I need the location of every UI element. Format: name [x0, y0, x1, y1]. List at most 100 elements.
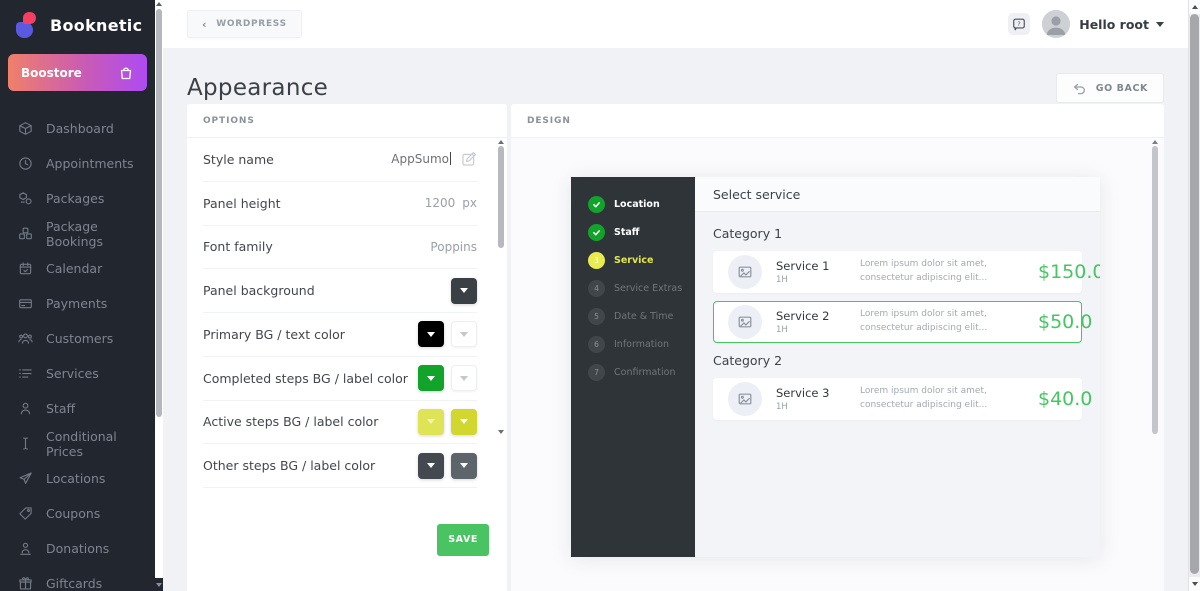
font-family-value[interactable]: Poppins — [430, 239, 477, 254]
sidebar-item-package-bookings[interactable]: Package Bookings — [0, 216, 155, 251]
step-indicator: 4 — [588, 279, 605, 297]
booking-step-service[interactable]: 3 Service — [571, 246, 695, 274]
service-card-service-1[interactable]: Service 1 1H Lorem ipsum dolor sit amet, c… — [713, 251, 1100, 293]
service-name: Service 1 — [776, 259, 830, 273]
options-panel: OPTIONS Style name AppSumo Panel height 120… — [187, 104, 507, 591]
active-steps-colors-swatch-2[interactable] — [451, 408, 477, 435]
sidebar-item-coupons[interactable]: Coupons — [0, 496, 155, 531]
scroll-down-icon[interactable] — [498, 430, 504, 434]
caret-down-icon — [460, 463, 468, 469]
donations-icon — [18, 541, 33, 556]
help-button[interactable]: ? — [1008, 13, 1031, 35]
sidebar-item-locations[interactable]: Locations — [0, 461, 155, 496]
scroll-up-icon[interactable] — [498, 140, 504, 144]
option-row-primary-colors: Primary BG / text color — [203, 313, 477, 357]
style-name-input[interactable]: AppSumo — [391, 152, 451, 167]
option-row-active-steps-colors: Active steps BG / label color — [203, 401, 477, 445]
booking-step-date-time[interactable]: 5 Date & Time — [571, 302, 695, 330]
design-scrollbar[interactable] — [1152, 140, 1159, 591]
payments-icon — [18, 296, 33, 311]
sidebar-scrollbar[interactable] — [155, 0, 163, 591]
save-button[interactable]: SAVE — [437, 523, 489, 556]
caret-down-icon — [460, 331, 468, 337]
sidebar-item-calendar[interactable]: Calendar — [0, 251, 155, 286]
step-label: Date & Time — [614, 310, 674, 322]
options-scrollbar[interactable] — [498, 140, 505, 434]
other-steps-colors-swatch-1[interactable] — [418, 452, 444, 479]
sidebar-item-label: Appointments — [46, 156, 134, 171]
go-back-button[interactable]: GO BACK — [1055, 73, 1164, 103]
sidebar-item-payments[interactable]: Payments — [0, 286, 155, 321]
caret-down-icon — [427, 375, 435, 381]
caret-down-icon — [427, 419, 435, 425]
scroll-up-icon[interactable] — [1152, 140, 1158, 144]
coupons-icon — [18, 506, 33, 521]
booking-step-service-extras[interactable]: 4 Service Extras — [571, 274, 695, 302]
wordpress-back-button[interactable]: ‹ WORDPRESS — [187, 10, 302, 38]
scroll-up-icon[interactable] — [1192, 5, 1198, 9]
appointments-icon — [18, 156, 33, 171]
panel-background-swatch-1[interactable] — [451, 277, 477, 304]
service-card-service-3[interactable]: Service 3 1H Lorem ipsum dolor sit amet, c… — [713, 378, 1092, 420]
sidebar-scrollbar-thumb[interactable] — [156, 9, 162, 417]
locations-icon — [18, 471, 33, 486]
options-scrollbar-thumb[interactable] — [498, 146, 504, 248]
service-duration: 1H — [776, 275, 788, 285]
chevron-down-icon[interactable] — [1156, 21, 1164, 27]
primary-colors-swatch-2[interactable] — [451, 321, 477, 348]
booking-step-information[interactable]: 6 Information — [571, 330, 695, 358]
booking-step-staff[interactable]: Staff — [571, 218, 695, 246]
options-panel-header: OPTIONS — [187, 104, 507, 138]
boostore-button[interactable]: Boostore — [8, 54, 147, 91]
other-steps-colors-swatch-2[interactable] — [451, 452, 477, 479]
option-row-panel-background: Panel background — [203, 269, 477, 313]
sidebar-item-conditional-prices[interactable]: Conditional Prices — [0, 426, 155, 461]
sidebar-item-label: Services — [46, 366, 99, 381]
wordpress-back-label: WORDPRESS — [216, 19, 287, 29]
scroll-down-icon[interactable] — [1192, 582, 1198, 586]
sidebar-item-label: Packages — [46, 191, 105, 206]
booking-step-location[interactable]: Location — [571, 190, 695, 218]
sidebar-item-staff[interactable]: Staff — [0, 391, 155, 426]
design-scrollbar-thumb[interactable] — [1152, 146, 1158, 434]
scroll-up-icon[interactable] — [156, 2, 162, 6]
step-indicator — [588, 223, 605, 241]
booknetic-logo-icon — [16, 12, 40, 38]
booking-widget-preview: Location Staff 3 Service 4 Service Extras 5 Dat… — [571, 177, 1100, 557]
sidebar-item-packages[interactable]: Packages — [0, 181, 155, 216]
sidebar-item-customers[interactable]: Customers — [0, 321, 155, 356]
user-greeting[interactable]: Hello root — [1079, 16, 1149, 32]
services-list: Category 1 Service 1 1H Lorem ipsum dolor s… — [695, 212, 1100, 557]
step-label: Location — [614, 198, 660, 210]
scroll-down-icon[interactable] — [156, 583, 162, 587]
topbar: ‹ WORDPRESS ? Hello root — [163, 0, 1188, 48]
completed-steps-colors-swatch-2[interactable] — [451, 365, 477, 392]
caret-down-icon — [460, 419, 468, 425]
page-scrollbar[interactable] — [1188, 0, 1200, 591]
sidebar-item-label: Giftcards — [46, 576, 103, 591]
service-card-service-2[interactable]: Service 2 1H Lorem ipsum dolor sit amet, c… — [713, 301, 1092, 343]
panel-height-value[interactable]: 1200 — [424, 196, 456, 211]
service-name: Service 2 — [776, 309, 830, 323]
page-scrollbar-thumb[interactable] — [1190, 14, 1199, 574]
sidebar-item-giftcards[interactable]: Giftcards — [0, 566, 155, 591]
booking-step-confirmation[interactable]: 7 Confirmation — [571, 358, 695, 386]
completed-steps-colors-swatch-1[interactable] — [418, 365, 444, 392]
option-label: Panel background — [203, 283, 315, 299]
sidebar-item-appointments[interactable]: Appointments — [0, 146, 155, 181]
service-description: Lorem ipsum dolor sit amet, consectetur … — [860, 309, 988, 333]
sidebar-item-donations[interactable]: Donations — [0, 531, 155, 566]
page-title: Appearance — [187, 75, 329, 101]
booking-steps-panel: Location Staff 3 Service 4 Service Extras 5 Dat… — [571, 177, 695, 557]
return-arrow-icon — [1073, 83, 1085, 94]
avatar[interactable] — [1042, 10, 1071, 38]
active-steps-colors-swatch-1[interactable] — [418, 408, 444, 435]
caret-down-icon — [460, 288, 468, 294]
sidebar-item-label: Payments — [46, 296, 108, 311]
sidebar-item-services[interactable]: Services — [0, 356, 155, 391]
primary-colors-swatch-1[interactable] — [418, 321, 444, 348]
step-label: Service — [614, 254, 654, 266]
services-icon — [18, 366, 33, 381]
sidebar-item-dashboard[interactable]: Dashboard — [0, 111, 155, 146]
edit-pencil-icon[interactable] — [461, 151, 477, 167]
